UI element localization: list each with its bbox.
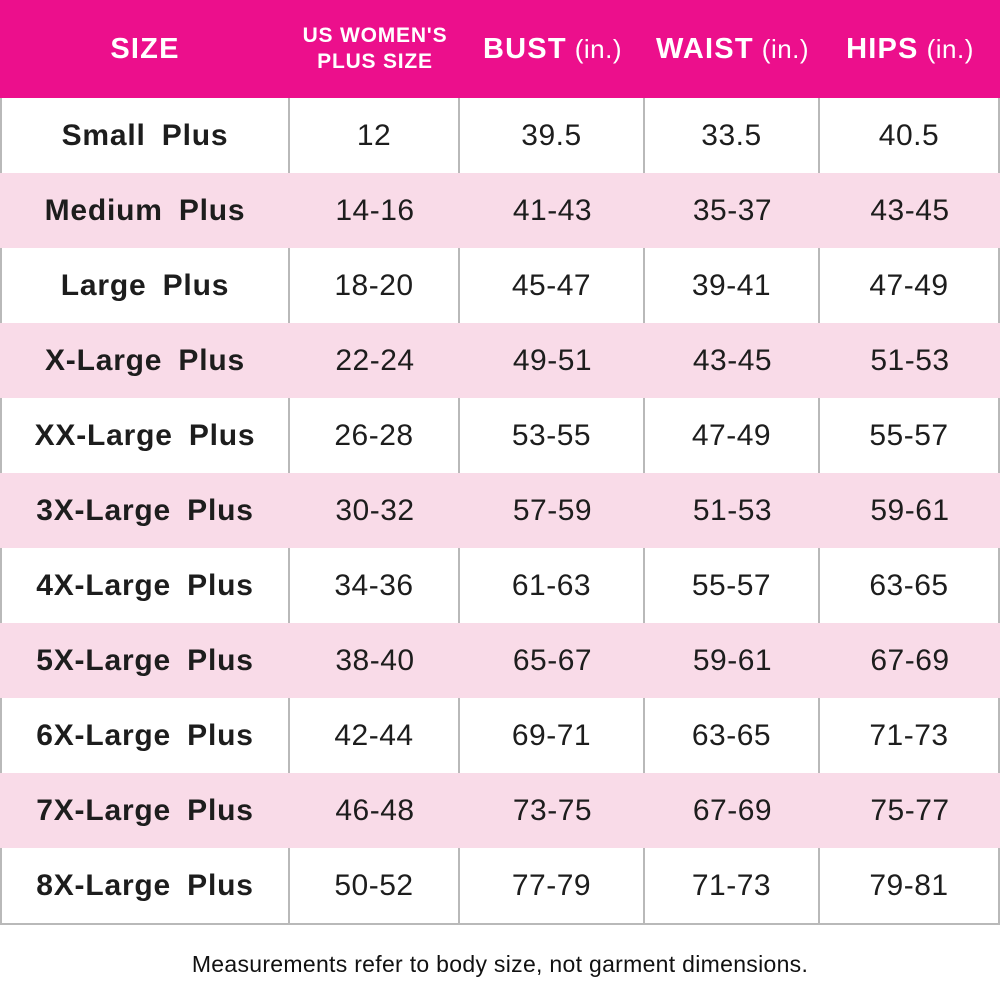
measurement-value-cell: 57-59 [512, 493, 593, 527]
table-row: Small Plus 12 39.5 33.5 40.5 [0, 98, 1000, 173]
measurement-value-cell: 51-53 [870, 343, 950, 377]
size-label-cell: X-Large Plus [45, 343, 245, 377]
measurement-value-cell: 30-32 [335, 493, 415, 527]
measurement-value-cell: 39-41 [645, 248, 820, 323]
table-row: 4X-Large Plus 34-36 61-63 55-57 63-65 [0, 548, 1000, 623]
measurement-value-cell: 22-24 [335, 343, 415, 377]
measurement-value-cell: 55-57 [645, 548, 820, 623]
header-us-womens-line1: US WOMEN'S [302, 23, 448, 47]
header-us-womens-plus-size: US WOMEN'S PLUS SIZE [290, 0, 460, 98]
measurement-value-cell: 18-20 [290, 248, 460, 323]
measurement-value-cell: 41-43 [512, 193, 593, 227]
measurement-value-cell: 59-61 [692, 643, 773, 677]
measurement-value-cell: 33.5 [645, 98, 820, 173]
measurement-value-cell: 35-37 [692, 193, 773, 227]
header-bust-label: BUST [482, 32, 567, 65]
table-row: 3X-Large Plus 30-32 57-59 51-53 59-61 [0, 473, 1000, 548]
measurement-value-cell: 12 [290, 98, 460, 173]
measurement-value-cell: 47-49 [645, 398, 820, 473]
header-waist-unit: (in.) [761, 33, 810, 64]
measurement-value-cell: 73-75 [512, 793, 593, 827]
measurement-value-cell: 63-65 [820, 548, 1000, 623]
table-row: 6X-Large Plus 42-44 69-71 63-65 71-73 [0, 698, 1000, 773]
size-label-cell: Medium Plus [44, 193, 246, 227]
footer-note: Measurements refer to body size, not gar… [191, 951, 809, 977]
measurement-value-cell: 45-47 [460, 248, 645, 323]
table-row: 7X-Large Plus 46-48 73-75 67-69 75-77 [0, 773, 1000, 848]
header-hips-label: HIPS [846, 32, 919, 65]
measurement-value-cell: 63-65 [645, 698, 820, 773]
measurement-value-cell: 61-63 [460, 548, 645, 623]
size-label-cell: 5X-Large Plus [36, 643, 254, 677]
measurement-value-cell: 55-57 [820, 398, 1000, 473]
size-label-cell: 4X-Large Plus [0, 548, 290, 623]
measurement-value-cell: 49-51 [512, 343, 593, 377]
header-bust: BUST (in.) [460, 0, 645, 98]
size-label-cell: 3X-Large Plus [36, 493, 254, 527]
measurement-value-cell: 40.5 [820, 98, 1000, 173]
measurement-value-cell: 71-73 [645, 848, 820, 923]
measurement-value-cell: 79-81 [820, 848, 1000, 923]
measurement-value-cell: 26-28 [290, 398, 460, 473]
measurement-value-cell: 38-40 [335, 643, 415, 677]
header-size-label: SIZE [110, 32, 180, 65]
table-row: Medium Plus 14-16 41-43 35-37 43-45 [0, 173, 1000, 248]
measurement-value-cell: 59-61 [870, 493, 950, 527]
size-label-cell: 6X-Large Plus [0, 698, 290, 773]
measurement-value-cell: 67-69 [692, 793, 773, 827]
size-label-cell: Large Plus [0, 248, 290, 323]
header-hips: HIPS (in.) [820, 0, 1000, 98]
table-row: 8X-Large Plus 50-52 77-79 71-73 79-81 [0, 848, 1000, 923]
header-bust-unit: (in.) [574, 33, 623, 64]
measurement-value-cell: 42-44 [290, 698, 460, 773]
table-row: X-Large Plus 22-24 49-51 43-45 51-53 [0, 323, 1000, 398]
measurement-value-cell: 46-48 [335, 793, 415, 827]
measurement-value-cell: 34-36 [290, 548, 460, 623]
measurement-value-cell: 69-71 [460, 698, 645, 773]
measurement-value-cell: 43-45 [692, 343, 773, 377]
measurement-value-cell: 75-77 [870, 793, 950, 827]
measurement-value-cell: 14-16 [335, 193, 415, 227]
table-row: XX-Large Plus 26-28 53-55 47-49 55-57 [0, 398, 1000, 473]
size-label-cell: XX-Large Plus [0, 398, 290, 473]
size-label-cell: 7X-Large Plus [36, 793, 254, 827]
measurement-value-cell: 47-49 [820, 248, 1000, 323]
header-size: SIZE [0, 0, 290, 98]
measurement-value-cell: 65-67 [512, 643, 593, 677]
header-waist: WAIST (in.) [645, 0, 820, 98]
measurement-value-cell: 71-73 [820, 698, 1000, 773]
size-label-cell: Small Plus [0, 98, 290, 173]
measurement-value-cell: 51-53 [692, 493, 773, 527]
table-row: 5X-Large Plus 38-40 65-67 59-61 67-69 [0, 623, 1000, 698]
header-waist-label: WAIST [655, 32, 754, 65]
measurement-value-cell: 50-52 [290, 848, 460, 923]
table-header: SIZE US WOMEN'S PLUS SIZE BUST (in.) WAI… [0, 0, 1000, 98]
measurement-value-cell: 39.5 [460, 98, 645, 173]
header-us-womens-line2: PLUS SIZE [317, 50, 433, 73]
table-body: Small Plus 12 39.5 33.5 40.5 Medium Plus 14-16… [0, 98, 1000, 925]
size-label-cell: 8X-Large Plus [0, 848, 290, 923]
measurement-value-cell: 43-45 [870, 193, 950, 227]
measurement-value-cell: 67-69 [870, 643, 950, 677]
measurement-value-cell: 53-55 [460, 398, 645, 473]
measurement-value-cell: 77-79 [460, 848, 645, 923]
table-row: Large Plus 18-20 45-47 39-41 47-49 [0, 248, 1000, 323]
header-hips-unit: (in.) [926, 33, 974, 64]
